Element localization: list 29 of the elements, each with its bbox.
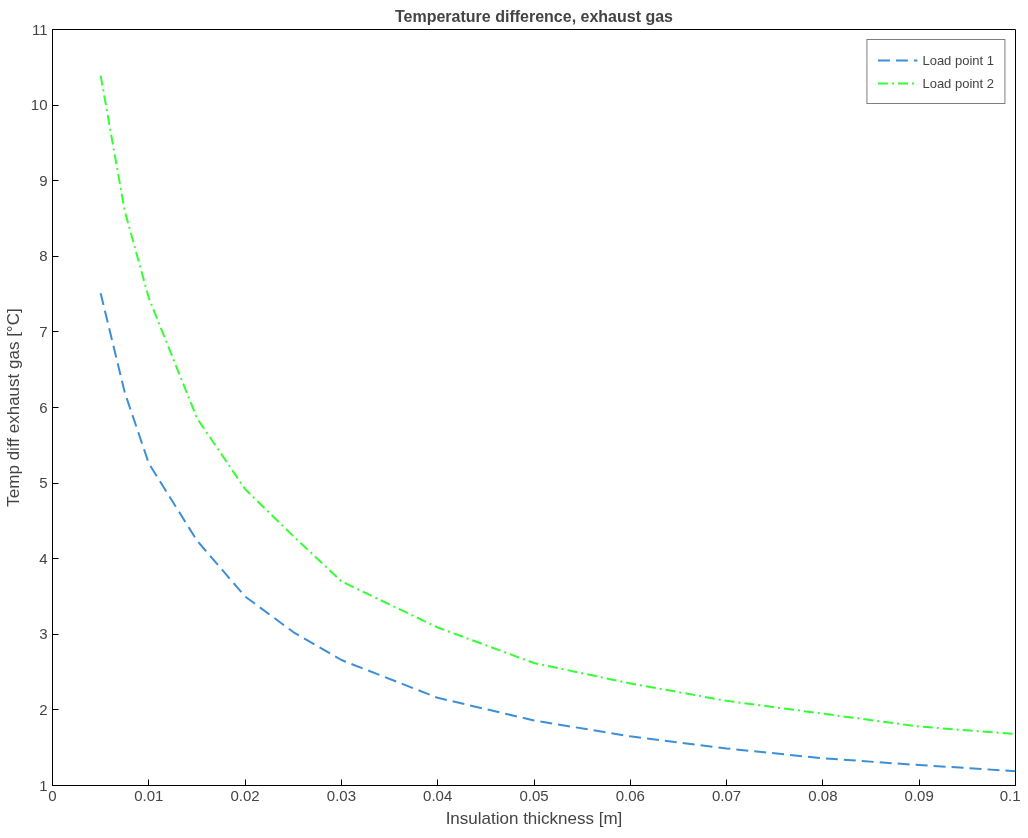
y-tick-label: 3	[39, 625, 48, 643]
y-tick-label: 6	[39, 398, 48, 416]
y-axis-title: Temp diff exhaust gas [°C]	[3, 308, 23, 507]
y-tick-label: 10	[30, 96, 48, 114]
x-tick-label: 0	[48, 786, 57, 804]
line-series	[99, 292, 1016, 773]
y-tick-label: 7	[39, 322, 48, 340]
x-tick-label: 0.07	[712, 786, 742, 804]
line-series	[99, 74, 1016, 736]
legend-label: Load point 2	[922, 75, 994, 91]
x-tick-label: 0.02	[230, 786, 260, 804]
x-tick-label: 0.04	[423, 786, 453, 804]
x-axis-title: Insulation thickness [m]	[445, 808, 623, 828]
y-tick-label: 2	[39, 700, 48, 718]
x-tick-label: 0.06	[615, 786, 645, 804]
y-tick-label: 4	[39, 549, 48, 567]
x-tick-label: 0.03	[326, 786, 357, 804]
x-tick-label: 0.09	[904, 786, 934, 804]
y-tick-label: 5	[39, 474, 48, 492]
y-tick-label: 8	[39, 247, 48, 265]
y-tick-label: 11	[31, 20, 48, 38]
chart-title: Temperature difference, exhaust gas	[394, 7, 674, 25]
x-tick-label: 0.05	[519, 786, 549, 804]
legend-label: Load point 1	[922, 52, 994, 68]
x-tick-label: 0.1	[999, 786, 1021, 804]
x-tick-label: 0.08	[808, 786, 838, 804]
y-tick-label: 1	[39, 776, 48, 794]
x-tick-label: 0.01	[134, 786, 164, 804]
y-tick-label: 9	[39, 171, 48, 189]
